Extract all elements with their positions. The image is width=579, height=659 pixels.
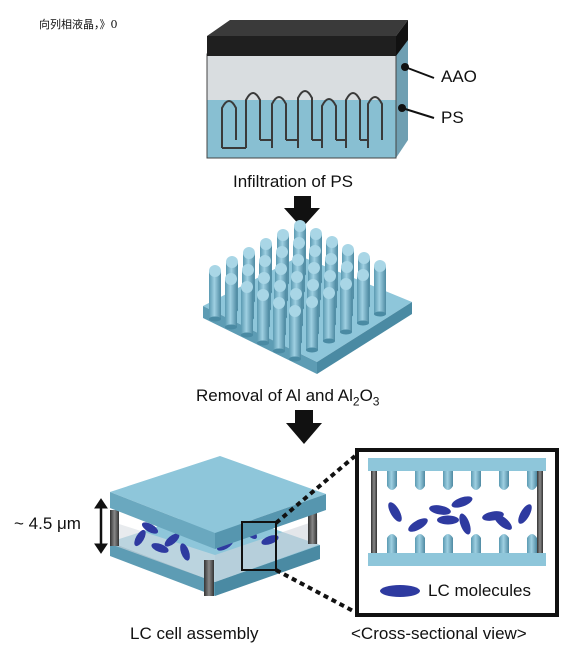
cs-pillar-top (443, 471, 453, 490)
gap-label: ~ 4.5 μm (14, 514, 81, 534)
ps-label: PS (441, 108, 464, 128)
down-arrow-icon (286, 410, 322, 444)
cs-pillar-top (499, 471, 509, 490)
pillar (241, 281, 253, 338)
pillar (209, 265, 221, 322)
aao-label: AAO (441, 67, 477, 87)
step1-caption: Infiltration of PS (233, 172, 353, 192)
pillar (289, 305, 301, 362)
cs-pillar-bottom (415, 534, 425, 553)
pillar (273, 297, 285, 354)
cross-section-caption: <Cross-sectional view> (351, 624, 527, 644)
pillar (306, 296, 318, 353)
pillar (257, 289, 269, 346)
cs-pillar-bottom (527, 534, 537, 553)
cs-pillar-bottom (387, 534, 397, 553)
step2-text-a: Removal of Al and Al (196, 386, 353, 405)
cs-pillar-bottom (499, 534, 509, 553)
cs-pillar-bottom (471, 534, 481, 553)
step2-caption: Removal of Al and Al2O3 (196, 386, 379, 408)
cs-pillar-top (527, 471, 537, 490)
cs-pillar-top (471, 471, 481, 490)
step2-sub2: 3 (373, 394, 380, 408)
cs-pillar-top (387, 471, 397, 490)
double-arrow-icon (95, 499, 107, 553)
pillar (374, 260, 386, 317)
cs-pillar-bottom (443, 534, 453, 553)
lc-molecule (437, 516, 459, 525)
step2-sub1: 2 (353, 394, 360, 408)
lc-cell (110, 456, 326, 596)
aao-ps-block (207, 20, 408, 158)
step3-caption: LC cell assembly (130, 624, 259, 644)
pillar (225, 273, 237, 330)
lc-molecule-icon (380, 585, 420, 597)
cs-pillar-top (415, 471, 425, 490)
pillar (357, 269, 369, 326)
legend-label: LC molecules (428, 581, 531, 601)
pillar (323, 287, 335, 344)
pillar (340, 278, 352, 335)
step2-text-b: O (360, 386, 373, 405)
